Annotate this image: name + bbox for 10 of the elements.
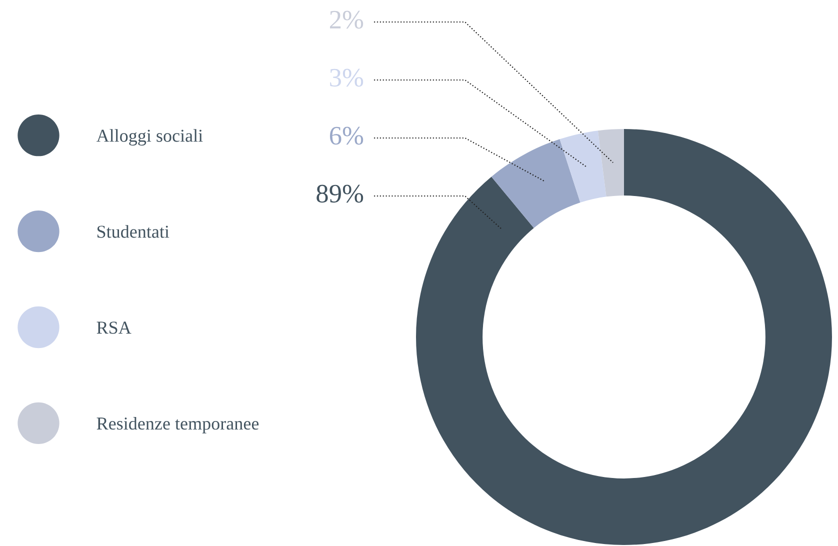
donut-slice — [416, 129, 832, 545]
legend-label: Studentati — [97, 225, 170, 238]
donut-slice — [598, 129, 624, 197]
data-label: 89% — [316, 184, 364, 203]
donut-slice — [560, 130, 606, 202]
legend-label: RSA — [96, 322, 132, 334]
data-label: 6% — [330, 126, 364, 145]
donut-slice — [491, 139, 580, 228]
legend-label: Alloggi sociali — [96, 129, 203, 146]
legend-label: Residenze temporanee — [96, 416, 259, 434]
